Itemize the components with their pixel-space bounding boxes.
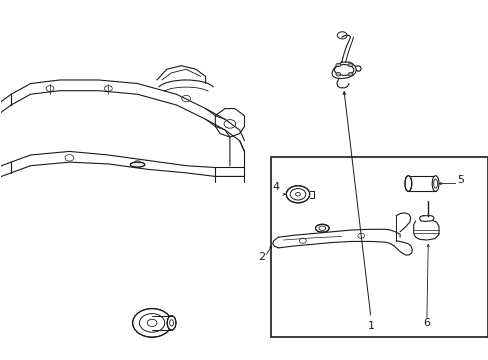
- Bar: [271, 157, 487, 337]
- Ellipse shape: [404, 176, 411, 192]
- Ellipse shape: [130, 162, 144, 167]
- Circle shape: [132, 309, 171, 337]
- Ellipse shape: [431, 176, 438, 192]
- Circle shape: [347, 72, 352, 76]
- Text: 5: 5: [456, 175, 464, 185]
- Text: 2: 2: [258, 252, 264, 262]
- Text: 4: 4: [272, 182, 279, 192]
- Text: 6: 6: [423, 318, 429, 328]
- Text: 1: 1: [366, 321, 374, 332]
- Ellipse shape: [167, 316, 176, 330]
- Ellipse shape: [286, 186, 309, 203]
- Ellipse shape: [315, 224, 328, 232]
- Circle shape: [335, 63, 340, 67]
- Text: 3: 3: [148, 329, 155, 339]
- Circle shape: [335, 72, 340, 76]
- Circle shape: [347, 63, 352, 67]
